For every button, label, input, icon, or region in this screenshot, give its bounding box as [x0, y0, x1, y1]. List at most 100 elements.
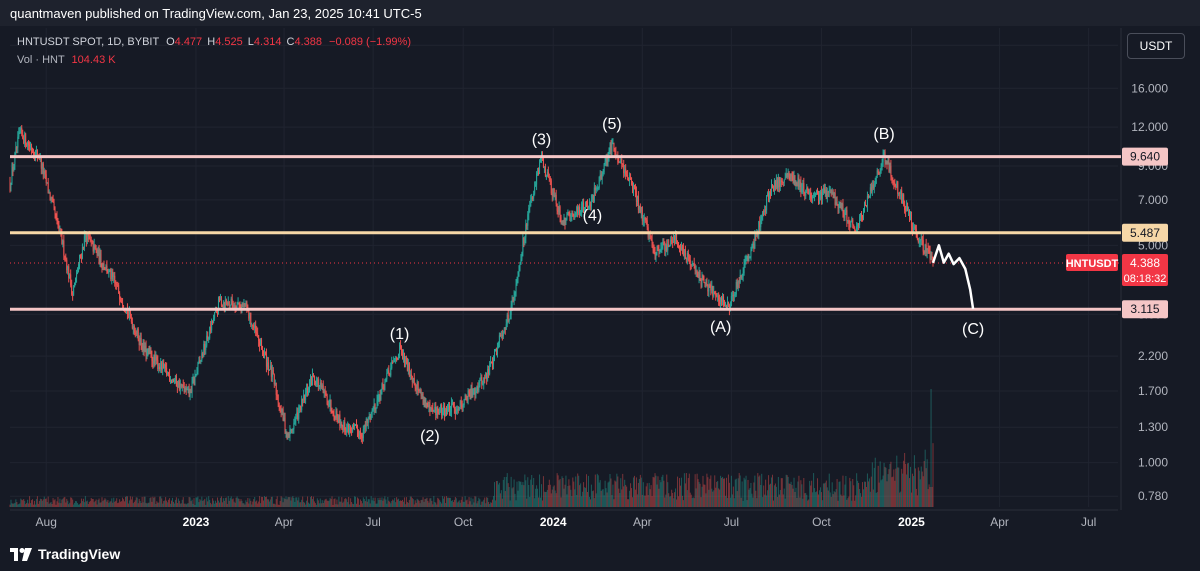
volume-bar: [874, 457, 876, 507]
candle-body: [201, 353, 203, 360]
candle-body: [427, 405, 429, 408]
candle-body: [743, 264, 745, 274]
volume-bar: [813, 473, 815, 507]
volume-bar: [135, 497, 137, 507]
candle-body: [412, 378, 414, 382]
candle-body: [698, 271, 700, 278]
volume-bar: [870, 476, 872, 507]
volume-bar: [623, 486, 625, 507]
candle-body: [241, 304, 243, 309]
candle-body: [151, 354, 153, 362]
level-tag-label: 9.640: [1130, 150, 1160, 164]
candle-body: [632, 185, 634, 193]
candle-body: [509, 315, 511, 320]
volume-bar: [753, 482, 755, 507]
horizontal-levels[interactable]: [10, 155, 1121, 311]
candle-body: [148, 349, 150, 354]
volume-bar: [561, 476, 563, 507]
candle-body: [393, 361, 395, 363]
volume-bar: [58, 502, 60, 507]
volume-bar: [533, 477, 535, 507]
volume-bar: [632, 497, 634, 507]
candle-body: [264, 353, 266, 355]
candle-body: [720, 297, 722, 305]
candle-body: [39, 157, 41, 160]
tradingview-logo[interactable]: TradingView: [10, 544, 120, 564]
volume-bar: [244, 504, 246, 507]
currency-button[interactable]: USDT: [1127, 33, 1185, 59]
candle-body: [654, 252, 656, 256]
volume-bar: [930, 389, 932, 507]
volume-bar: [449, 497, 451, 507]
candle-body: [831, 191, 833, 194]
volume-bar: [17, 504, 19, 507]
candle-body: [722, 296, 724, 302]
candle-body: [532, 197, 534, 199]
candle-body: [186, 389, 188, 391]
time-axis[interactable]: Aug 2023 Apr Jul Oct 2024 Apr Jul Oct 2025 Apr Jul: [36, 515, 1097, 529]
volume-bar: [748, 489, 750, 507]
volume-bar: [810, 485, 812, 507]
volume-bar: [516, 481, 518, 507]
candle-body: [146, 350, 148, 356]
volume-bar: [461, 496, 463, 507]
volume-bar: [387, 496, 389, 507]
open-value: 4.477: [174, 36, 203, 48]
candle-body: [918, 241, 920, 243]
y-tick-label: 7.000: [1138, 193, 1168, 207]
candle-body: [847, 220, 849, 222]
candle-body: [645, 218, 647, 221]
symbol-info[interactable]: HNTUSDT SPOT, 1D, BYBIT: [17, 36, 160, 48]
volume-bar: [404, 504, 406, 507]
candle-body: [203, 344, 205, 357]
candle-body: [595, 188, 597, 190]
volume-bar: [636, 494, 638, 507]
candle-body: [326, 395, 328, 405]
candle-body: [227, 301, 229, 305]
volume-bar: [800, 480, 802, 507]
volume-bar: [518, 480, 520, 507]
candle-body: [218, 298, 220, 301]
volume-bar: [207, 501, 209, 507]
volume-bar: [454, 496, 456, 507]
volume-bar: [401, 500, 403, 507]
volume-label[interactable]: Vol · HNT: [17, 54, 65, 66]
candle-body: [281, 409, 283, 413]
candle-body: [491, 361, 493, 363]
volume-bar: [137, 503, 139, 507]
volume-bar: [271, 496, 273, 507]
volume-bar: [824, 482, 826, 507]
volume-bar: [904, 452, 906, 507]
volume-bar: [326, 500, 328, 507]
volume-bar: [847, 498, 849, 507]
candle-body: [626, 174, 628, 176]
candle-body: [917, 238, 919, 243]
candle-body: [131, 321, 133, 329]
volume-bar: [700, 497, 702, 507]
candle-body: [668, 244, 670, 247]
candle-body: [586, 201, 588, 205]
volume-bar: [746, 500, 748, 507]
candle-body: [49, 192, 51, 201]
volume-bar: [644, 495, 646, 507]
volume-bar: [358, 504, 360, 507]
volume-bar: [554, 490, 556, 507]
candle-body: [385, 379, 387, 383]
candle-body: [495, 348, 497, 355]
volume-bar: [33, 500, 35, 507]
candle-body: [381, 383, 383, 393]
candle-body: [27, 141, 29, 146]
volume-bar: [667, 482, 669, 507]
volume-bar: [149, 498, 151, 507]
candle-body: [711, 286, 713, 291]
volume-bar: [222, 498, 224, 507]
volume-bar: [633, 475, 635, 507]
candle-body: [882, 155, 884, 162]
candle-body: [685, 258, 687, 260]
volume-bar: [736, 491, 738, 507]
volume-bar: [737, 478, 739, 507]
volume-bar: [409, 496, 411, 507]
volume-bar: [699, 483, 701, 507]
candle-body: [69, 274, 71, 279]
